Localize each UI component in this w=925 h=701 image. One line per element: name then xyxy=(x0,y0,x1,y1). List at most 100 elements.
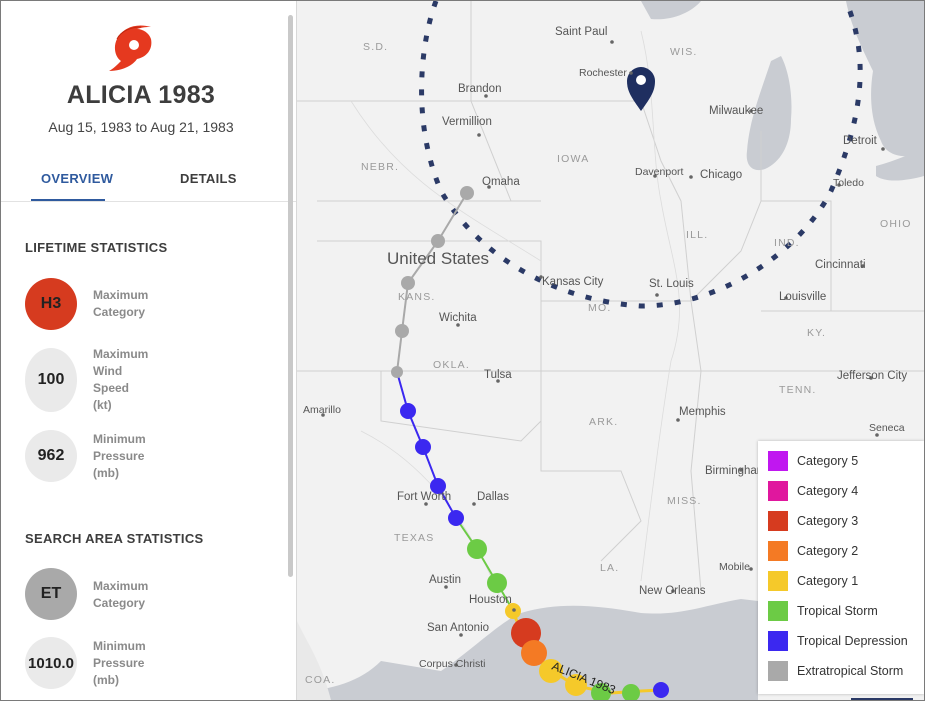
state-label: ARK. xyxy=(589,416,619,428)
city-label: Vermillion xyxy=(442,116,492,128)
map-attribution-bar xyxy=(851,698,913,700)
track-point[interactable] xyxy=(622,684,640,700)
search-max-category-badge: ET xyxy=(25,568,77,620)
legend-item: Extratropical Storm xyxy=(768,661,903,681)
legend-item: Tropical Storm xyxy=(768,601,878,621)
city-label: Davenport xyxy=(635,166,684,178)
state-label: TENN. xyxy=(779,384,817,396)
max-category-label: Maximum Category xyxy=(93,288,149,319)
lake-huron xyxy=(846,1,924,157)
city-label: St. Louis xyxy=(649,278,694,290)
hurricane-icon xyxy=(109,25,152,71)
city-label: New Orleans xyxy=(639,585,706,597)
city-label: Birmingham xyxy=(705,465,767,477)
max-wind-speed-value: 100 xyxy=(25,348,77,412)
legend-swatch xyxy=(768,451,788,471)
location-pin-icon[interactable] xyxy=(627,67,655,111)
search-area-circle[interactable] xyxy=(419,1,863,309)
city-label: Kansas City xyxy=(542,276,604,288)
city-label: Austin xyxy=(429,574,461,586)
track-point[interactable] xyxy=(521,640,547,666)
state-label: LA. xyxy=(600,562,620,574)
city-label: Saint Paul xyxy=(555,26,608,38)
legend-label: Extratropical Storm xyxy=(797,664,904,678)
legend-swatch xyxy=(768,601,788,621)
state-label: IND. xyxy=(774,237,800,249)
lake-erie xyxy=(876,149,924,181)
city-label: San Antonio xyxy=(427,622,490,634)
legend-swatch xyxy=(768,571,788,591)
map-view[interactable]: ALICIA 1983 United States Saint Paul Roc… xyxy=(297,1,924,700)
min-pressure-value: 962 xyxy=(25,430,77,482)
track-point[interactable] xyxy=(653,682,669,698)
divider xyxy=(1,201,296,202)
legend-label: Category 1 xyxy=(797,574,859,588)
city-label: Omaha xyxy=(482,176,520,188)
legend-swatch xyxy=(768,631,788,651)
max-category-badge: H3 xyxy=(25,278,77,330)
track-point[interactable] xyxy=(565,674,587,696)
state-label: COA. xyxy=(305,674,336,686)
legend-label: Category 3 xyxy=(797,514,859,528)
legend-item: Category 2 xyxy=(768,541,858,561)
track-point[interactable] xyxy=(395,324,409,338)
state-label: NEBR. xyxy=(361,161,400,173)
track-point[interactable] xyxy=(400,403,416,419)
city-label: Memphis xyxy=(679,406,726,418)
storm-title: ALICIA 1983 xyxy=(66,81,216,109)
legend-swatch xyxy=(768,661,788,681)
city-label: Fort Worth xyxy=(397,491,452,503)
state-label: TEXAS xyxy=(394,532,435,544)
state-label: WIS. xyxy=(670,46,698,58)
legend-label: Tropical Depression xyxy=(797,634,908,648)
legend-item: Tropical Depression xyxy=(768,631,908,651)
tab-overview[interactable]: OVERVIEW xyxy=(41,171,114,186)
lake-superior xyxy=(641,1,701,20)
city-label: Dallas xyxy=(477,491,509,503)
track-point[interactable] xyxy=(415,439,431,455)
state-label: OKLA. xyxy=(433,359,470,371)
track-point[interactable] xyxy=(431,234,445,248)
legend-swatch xyxy=(768,481,788,501)
sidebar-scrollbar[interactable] xyxy=(288,15,293,577)
state-label: MO. xyxy=(588,302,612,314)
track-point[interactable] xyxy=(430,478,446,494)
search-min-pressure-value: 1010.0 xyxy=(25,637,77,689)
city-label: Jefferson City xyxy=(837,370,908,382)
legend-item: Category 4 xyxy=(768,481,858,501)
legend-label: Category 2 xyxy=(797,544,859,558)
track-point[interactable] xyxy=(591,683,611,700)
state-label: ILL. xyxy=(686,229,709,241)
city-label: Mobile xyxy=(719,561,750,573)
state-label: OHIO xyxy=(880,218,912,230)
track-point[interactable] xyxy=(467,539,487,559)
tab-details[interactable]: DETAILS xyxy=(180,171,237,186)
track-point[interactable] xyxy=(487,573,507,593)
track-point[interactable] xyxy=(539,659,563,683)
legend-item: Category 1 xyxy=(768,571,858,591)
city-label: Detroit xyxy=(843,135,877,147)
city-label: Tulsa xyxy=(484,369,512,381)
country-label: United States xyxy=(387,249,490,268)
city-label: Corpus Christi xyxy=(419,658,486,670)
legend-item: Category 5 xyxy=(768,451,858,471)
track-point[interactable] xyxy=(448,510,464,526)
track-point[interactable] xyxy=(401,276,415,290)
city-dots xyxy=(321,40,885,667)
track-point[interactable] xyxy=(391,366,403,378)
city-label: Milwaukee xyxy=(709,105,764,117)
search-min-pressure-label: Minimum Pressure (mb) xyxy=(93,639,146,687)
map-legend: Category 5 Category 4 Category 3 Categor… xyxy=(758,441,924,694)
storm-track[interactable] xyxy=(391,186,669,700)
city-label: Cincinnati xyxy=(815,259,866,271)
track-point[interactable] xyxy=(460,186,474,200)
city-label: Brandon xyxy=(458,83,502,95)
city-label: Rochester xyxy=(579,67,627,79)
city-label: Chicago xyxy=(700,169,743,181)
legend-label: Category 4 xyxy=(797,484,859,498)
legend-item: Category 3 xyxy=(768,511,858,531)
city-label: Toledo xyxy=(833,177,864,189)
search-area-statistics-heading: SEARCH AREA STATISTICS xyxy=(25,531,204,546)
min-pressure-label: Minimum Pressure (mb) xyxy=(93,432,146,480)
